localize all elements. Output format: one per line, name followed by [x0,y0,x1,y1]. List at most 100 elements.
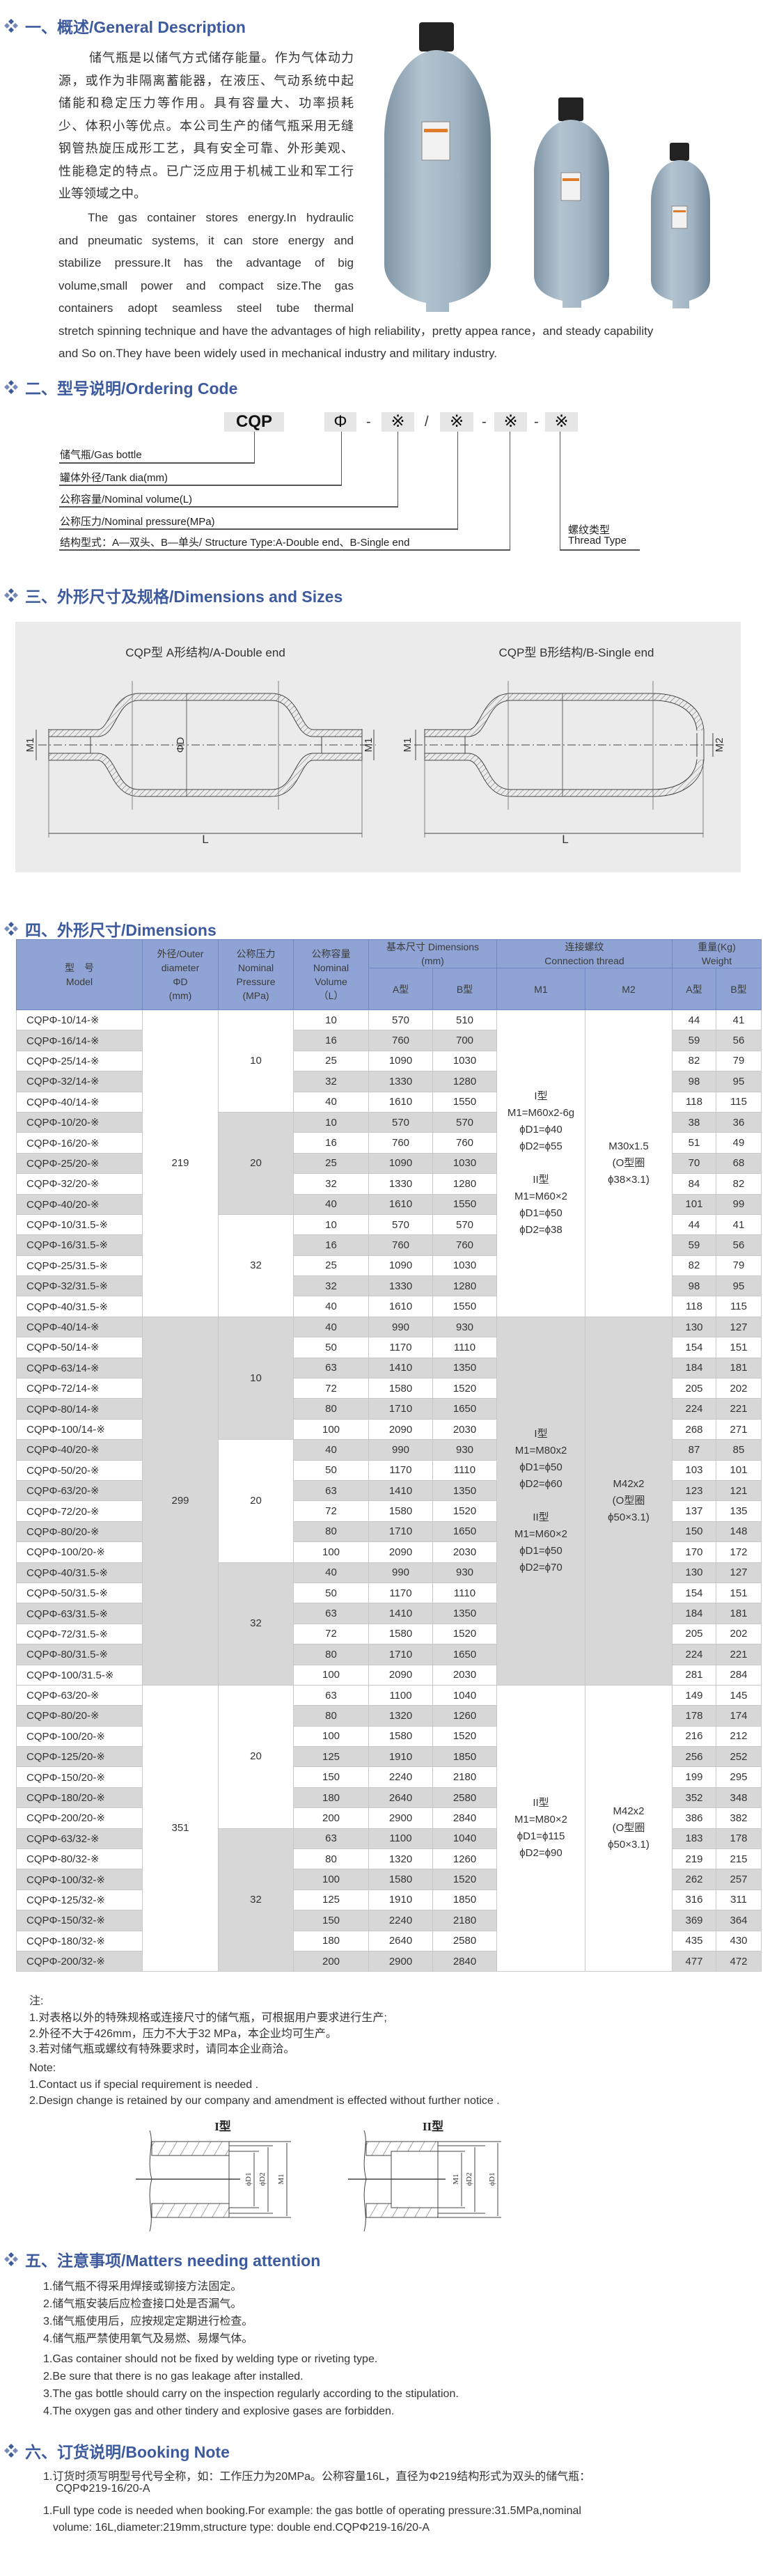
thread-m2-line: (O型圈 [612,1156,645,1169]
cell-weight-b: 79 [716,1050,762,1072]
cell-length-a: 1090 [368,1050,433,1072]
cell-length-b: 1520 [432,1869,497,1890]
cell-length-a: 1910 [368,1746,433,1768]
cell-length-a: 1610 [368,1193,433,1215]
table-row: CQPΦ-25/31.5-※ 25 1090 1030 82 79 [16,1255,762,1277]
header-pressure-line: (MPa) [242,990,269,1001]
code-structure: ※ [494,412,527,432]
text-line: 少、体积小等优点。本公司生产的储气瓶采用无缝 [58,118,354,133]
cell-model: CQPΦ-25/31.5-※ [16,1255,143,1277]
note-cn: 3.若对储气瓶或螺纹有特殊要求时，请同本企业商洽。 [29,2043,295,2055]
cell-length-a: 570 [368,1009,433,1031]
booking-en-continued: volume: 16L,diameter:219mm,structure typ… [53,2522,430,2534]
cell-thread-m2: M42x2 (O型圈 ϕ50×3.1) [584,1684,673,1972]
table-row: CQPΦ-40/31.5-※ 32 40 990 930 130 127 [16,1562,762,1686]
thread-m1-line: M1=M80x2 [514,1444,567,1456]
cell-weight-a: 184 [672,1357,717,1379]
cell-weight-a: 103 [672,1459,717,1481]
diamond-cluster-icon [4,922,18,936]
cell-volume: 63 [293,1357,369,1379]
diamond-cluster-icon [4,588,18,602]
cell-weight-b: 36 [716,1111,762,1133]
table-row: CQPΦ-125/32-※ 125 1910 1850 316 311 [16,1889,762,1911]
table-row: CQPΦ-72/20-※ 72 1580 1520 137 135 [16,1500,762,1522]
cell-model: CQPΦ-32/20-※ [16,1173,143,1195]
cell-length-a: 1410 [368,1479,433,1502]
table-row: CQPΦ-100/20-※ 100 2090 2030 170 172 [16,1541,762,1563]
cell-weight-b: 99 [716,1193,762,1215]
cell-length-b: 2840 [432,1807,497,1829]
cell-length-b: 570 [432,1111,497,1133]
thread-m2-line: ϕ50×3.1) [608,1511,650,1523]
detail-type2-label: II型 [423,2119,443,2133]
thread-m1-line: II型 [533,1511,549,1523]
cell-length-a: 1170 [368,1582,433,1604]
table-row: CQPΦ-63/20-※ 351 20 63 1100 1040 II型 M1=M80×2 ϕD… [16,1684,762,1972]
header-volume-line: Nominal [313,962,349,973]
cell-weight-a: 178 [672,1705,717,1727]
cell-length-b: 1520 [432,1378,497,1399]
cell-model: CQPΦ-100/14-※ [16,1418,143,1440]
thread-m1-line: II型 [533,1797,549,1809]
leader-line [457,432,458,529]
cell-model: CQPΦ-200/32-※ [16,1950,143,1972]
bottle-medium [534,97,609,308]
cell-weight-b: 174 [716,1705,762,1727]
table-row: CQPΦ-80/32-※ 80 1320 1260 219 215 [16,1848,762,1870]
cell-model: CQPΦ-25/20-※ [16,1152,143,1175]
table-row: CQPΦ-80/20-※ 80 1320 1260 178 174 [16,1705,762,1727]
code-prefix: CQP [224,412,284,432]
code-pressure: ※ [440,412,473,432]
table-row: CQPΦ-63/20-※ 63 1410 1350 123 121 [16,1479,762,1502]
cell-length-a: 1170 [368,1459,433,1481]
cell-model: CQPΦ-100/31.5-※ [16,1664,143,1686]
cell-length-b: 930 [432,1562,497,1583]
cell-weight-b: 148 [716,1521,762,1543]
header-outer-diameter-line: diameter [161,962,200,973]
cell-weight-a: 477 [672,1950,717,1972]
cell-model: CQPΦ-100/20-※ [16,1725,143,1748]
cell-weight-b: 212 [716,1725,762,1748]
table-row: CQPΦ-72/31.5-※ 72 1580 1520 205 202 [16,1623,762,1645]
code-volume: ※ [382,412,414,432]
bottle-large [384,22,491,312]
attention-en-item: 4.The oxygen gas and other tindery and e… [43,2405,395,2417]
cell-volume: 180 [293,1786,369,1809]
cell-weight-a: 154 [672,1582,717,1604]
cell-volume: 150 [293,1766,369,1788]
text-line: containers adopt seamless steel tube the… [58,301,354,315]
header-weight-line: Weight [701,955,732,966]
thread-m1-line: ϕD1=ϕ50 [519,1544,563,1557]
section-title: 五、注意事项/Matters needing attention [25,2252,321,2270]
cell-weight-b: 56 [716,1234,762,1256]
cell-model: CQPΦ-63/32-※ [16,1828,143,1850]
text-line: 性能稳定的特点。已广泛应用于机械工业和军工行 [58,164,354,178]
table-row: CQPΦ-200/20-※ 200 2900 2840 386 382 [16,1807,762,1829]
cell-volume: 40 [293,1439,369,1461]
cell-volume: 100 [293,1541,369,1563]
cell-weight-a: 101 [672,1193,717,1215]
header-outer-diameter: 外径/Outer diameter ΦD (mm) [142,939,219,1010]
cell-pressure: 20 [218,1684,294,1829]
cell-weight-a: 205 [672,1378,717,1399]
code-separator: - [482,414,487,430]
cell-model: CQPΦ-32/14-※ [16,1071,143,1092]
cell-length-a: 1910 [368,1889,433,1911]
note-cn: 1.对表格以外的特殊规格或连接尺寸的储气瓶，可根据用户要求进行生产; [29,2012,387,2024]
cell-length-b: 2030 [432,1664,497,1686]
cell-model: CQPΦ-125/20-※ [16,1746,143,1768]
cell-model: CQPΦ-72/20-※ [16,1500,143,1522]
cell-model: CQPΦ-25/14-※ [16,1050,143,1072]
cell-weight-a: 130 [672,1316,717,1338]
cell-length-a: 760 [368,1030,433,1051]
diamond-cluster-icon [4,2252,18,2266]
thread-m2-line: M30x1.5 [608,1140,649,1152]
cell-pressure: 10 [218,1316,294,1440]
cell-volume: 63 [293,1479,369,1502]
cell-length-b: 760 [432,1132,497,1154]
thread-m2-line: (O型圈 [612,1822,645,1835]
cell-length-b: 1520 [432,1623,497,1645]
cell-weight-a: 130 [672,1562,717,1583]
cell-weight-b: 95 [716,1275,762,1297]
cell-pressure: 32 [218,1214,294,1317]
